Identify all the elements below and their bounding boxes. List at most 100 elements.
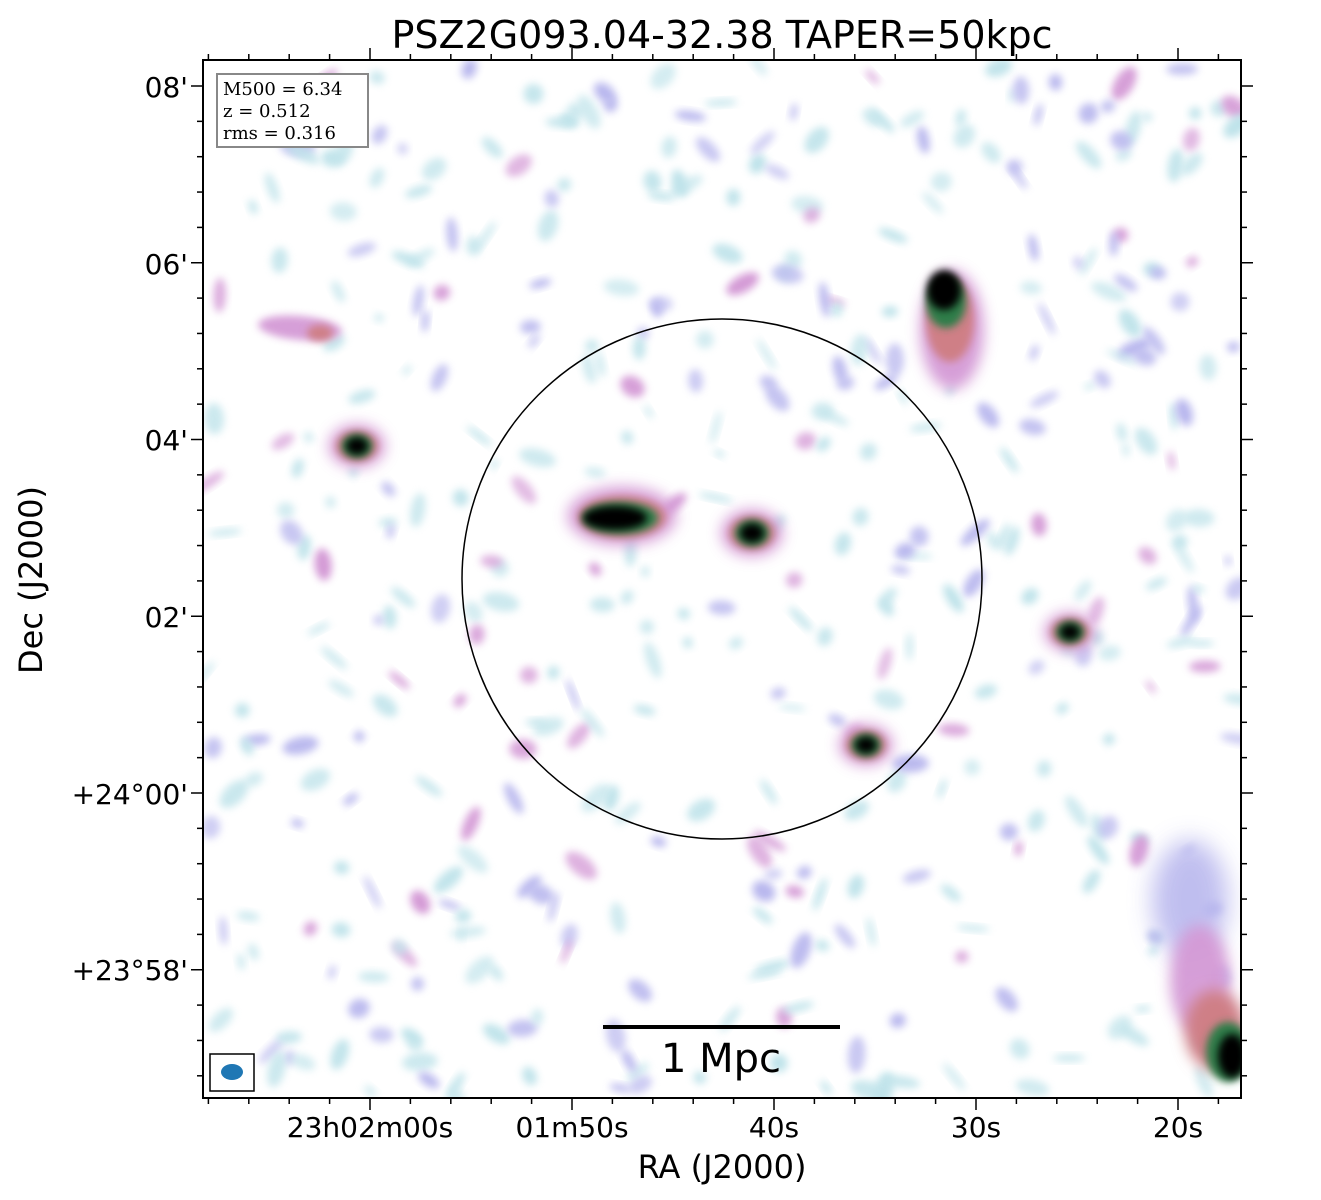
- noise-blob: [1028, 660, 1045, 675]
- noise-blob: [644, 405, 654, 418]
- y-tick-label: +24°00': [72, 778, 188, 811]
- map-area: [203, 60, 1241, 1098]
- noise-blob: [1134, 1005, 1151, 1013]
- noise-blob: [834, 924, 856, 949]
- noise-blob: [373, 313, 385, 323]
- noise-blob: [695, 330, 714, 349]
- noise-blob: [795, 432, 817, 450]
- noise-blob: [986, 531, 1001, 550]
- noise-blob: [1166, 636, 1196, 648]
- r500-circle: [461, 318, 983, 840]
- noise-blob: [1116, 422, 1127, 442]
- noise-blob: [381, 481, 396, 497]
- noise-blob: [1165, 509, 1187, 532]
- source-right: [1044, 612, 1096, 652]
- noise-blob: [1129, 834, 1149, 867]
- noise-blob: [626, 1062, 650, 1082]
- noise-blob: [528, 334, 540, 348]
- noise-blob: [466, 236, 481, 256]
- noise-blob: [847, 874, 865, 899]
- scale-bar: 1 Mpc: [603, 1025, 840, 1082]
- noise-blob: [328, 679, 354, 698]
- noise-blob: [219, 779, 249, 809]
- noise-blob: [964, 759, 981, 776]
- noise-blob: [644, 642, 662, 679]
- noise-blob: [1170, 292, 1190, 312]
- x-tick-label: 40s: [749, 1111, 799, 1144]
- noise-blob: [567, 722, 591, 749]
- noise-blob: [707, 600, 736, 615]
- noise-blob: [548, 892, 559, 923]
- y-tick-label: 06': [145, 248, 188, 281]
- noise-blob: [1087, 835, 1110, 865]
- noise-blob: [816, 436, 831, 452]
- noise-blob: [264, 172, 280, 203]
- noise-blob: [522, 1066, 538, 1086]
- noise-blob: [386, 524, 395, 539]
- noise-blob: [421, 157, 447, 181]
- noise-blob: [764, 869, 783, 880]
- noise-blob: [1133, 347, 1157, 366]
- x-tick-label: 01m50s: [515, 1111, 628, 1144]
- noise-blob: [282, 736, 319, 755]
- info-rms: rms = 0.316: [223, 123, 336, 144]
- source-core: [1060, 624, 1080, 640]
- noise-blob: [1109, 231, 1119, 257]
- noise-blob: [650, 836, 667, 847]
- noise-blob: [410, 493, 426, 528]
- noise-blob: [1221, 95, 1241, 120]
- noise-blob: [581, 783, 611, 813]
- noise-blob: [421, 309, 429, 333]
- noise-blob: [1031, 513, 1047, 537]
- noise-blob: [565, 851, 597, 880]
- noise-blob: [371, 125, 388, 145]
- noise-blob: [643, 170, 662, 193]
- noise-blob: [1076, 141, 1102, 169]
- tick-marks: [191, 48, 1253, 1110]
- noise-blob: [1119, 1025, 1149, 1046]
- noise-blob: [203, 471, 225, 494]
- map-background: [203, 60, 1241, 1098]
- noise-blob: [621, 1049, 637, 1073]
- noise-blob: [785, 572, 803, 588]
- noise-blob: [815, 939, 830, 952]
- noise-blob: [905, 632, 914, 661]
- noise-blob: [461, 60, 477, 79]
- noise-blob: [320, 646, 348, 670]
- y-tick-labels: 08' 06' 04' 02' +24°00' +23°58': [72, 71, 188, 987]
- noise-blob: [1223, 693, 1241, 705]
- noise-blob: [1225, 555, 1232, 566]
- noise-blob: [1199, 354, 1217, 381]
- noise-blob: [457, 845, 488, 873]
- noise-blob: [977, 402, 1000, 428]
- noise-blob: [330, 1039, 350, 1070]
- noise-blob: [603, 279, 640, 296]
- noise-blob: [995, 987, 1018, 1012]
- info-box: M500 = 6.34 z = 0.512 rms = 0.316: [216, 73, 369, 148]
- noise-blob: [902, 869, 931, 883]
- noise-blob: [544, 189, 559, 208]
- noise-blob: [240, 737, 254, 756]
- noise-blob: [577, 94, 601, 129]
- noise-blob: [303, 431, 314, 443]
- noise-blob: [770, 687, 786, 700]
- noise-blob: [603, 96, 618, 113]
- noise-blob: [881, 306, 899, 318]
- noise-blob: [557, 177, 572, 192]
- noise-blob: [847, 1036, 866, 1074]
- noise-blob: [373, 614, 384, 626]
- noise-blob: [765, 385, 790, 412]
- noise-blob: [581, 708, 605, 738]
- noise-blob: [454, 909, 472, 924]
- noise-blob: [1074, 580, 1092, 601]
- y-tick-label: 08': [145, 71, 188, 104]
- noise-blob: [1167, 148, 1184, 183]
- noise-blob: [582, 354, 597, 384]
- noise-blob: [897, 388, 908, 405]
- noise-blob: [942, 1063, 966, 1091]
- noise-blob: [756, 338, 777, 370]
- noise-blob: [812, 877, 828, 911]
- noise-blob: [726, 272, 759, 296]
- noise-blob: [329, 202, 357, 221]
